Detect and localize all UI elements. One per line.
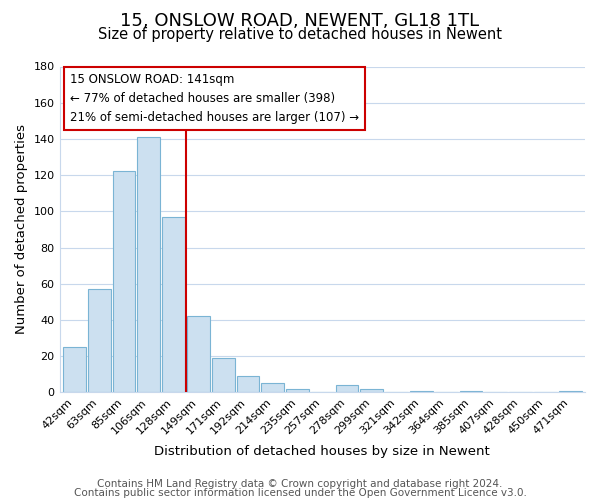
Bar [113,172,136,392]
Bar [559,390,581,392]
Bar [187,316,210,392]
Bar [335,385,358,392]
Text: 15 ONSLOW ROAD: 141sqm
← 77% of detached houses are smaller (398)
21% of semi-de: 15 ONSLOW ROAD: 141sqm ← 77% of detached… [70,73,359,124]
Bar [63,347,86,393]
Bar [137,137,160,392]
Bar [286,388,309,392]
Bar [361,388,383,392]
Bar [162,216,185,392]
Bar [212,358,235,392]
Y-axis label: Number of detached properties: Number of detached properties [15,124,28,334]
X-axis label: Distribution of detached houses by size in Newent: Distribution of detached houses by size … [154,444,490,458]
Bar [460,390,482,392]
Text: 15, ONSLOW ROAD, NEWENT, GL18 1TL: 15, ONSLOW ROAD, NEWENT, GL18 1TL [121,12,479,30]
Text: Size of property relative to detached houses in Newent: Size of property relative to detached ho… [98,28,502,42]
Text: Contains HM Land Registry data © Crown copyright and database right 2024.: Contains HM Land Registry data © Crown c… [97,479,503,489]
Bar [410,390,433,392]
Bar [88,289,110,393]
Text: Contains public sector information licensed under the Open Government Licence v3: Contains public sector information licen… [74,488,526,498]
Bar [236,376,259,392]
Bar [261,384,284,392]
